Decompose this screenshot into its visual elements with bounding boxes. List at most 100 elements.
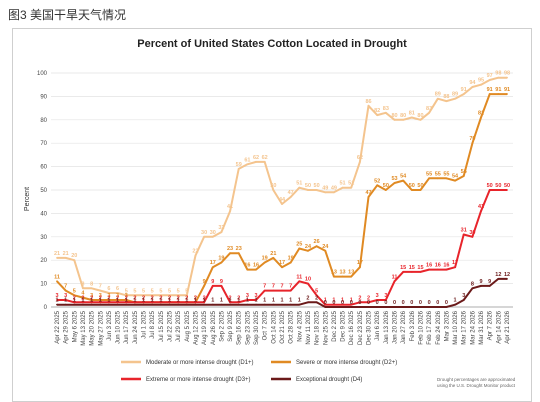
data-point — [428, 177, 431, 180]
figure-caption: 图3 美国干旱天气情况 — [8, 8, 127, 22]
data-label: 1 — [194, 298, 197, 304]
x-tick-label: Sep 23 2025 — [245, 310, 251, 345]
data-label: 17 — [210, 260, 216, 266]
data-label: 86 — [365, 99, 371, 105]
data-point — [246, 268, 249, 271]
data-point — [410, 116, 413, 119]
x-tick-label: Sep 30 2025 — [254, 310, 260, 345]
data-label: 1 — [350, 298, 353, 304]
data-point — [194, 303, 197, 306]
data-point — [341, 303, 344, 306]
data-point — [471, 235, 474, 238]
legend-label: Severe or more intense drought (D2+) — [296, 360, 397, 366]
y-tick-label: 40 — [40, 211, 47, 217]
data-label: 2 — [159, 295, 162, 301]
data-point — [298, 186, 301, 189]
data-point — [376, 299, 379, 301]
data-point — [393, 306, 396, 308]
data-label: 50 — [504, 183, 510, 189]
y-tick-label: 80 — [40, 118, 47, 124]
data-label: 26 — [314, 239, 320, 245]
data-label: 2 — [151, 295, 154, 301]
data-point — [237, 303, 240, 306]
data-point — [471, 86, 474, 88]
data-label: 7 — [289, 284, 292, 290]
data-label: 22 — [192, 249, 198, 255]
data-label: 7 — [263, 284, 266, 290]
data-label: 2 — [133, 295, 136, 301]
data-label: 3 — [376, 293, 379, 299]
data-label: 5 — [168, 288, 171, 294]
data-label: 0 — [376, 300, 379, 306]
data-point — [90, 303, 93, 306]
data-label: 2 — [125, 295, 128, 301]
data-point — [211, 303, 214, 306]
data-point — [203, 235, 206, 238]
source-note-line-1: Drought percentages are approximated — [437, 377, 516, 382]
data-label: 54 — [400, 174, 407, 180]
data-point — [64, 289, 67, 292]
data-label: 44 — [279, 197, 286, 203]
data-point — [307, 249, 309, 252]
data-point — [255, 303, 257, 306]
data-label: 9 — [488, 279, 491, 285]
x-tick-label: Apr 14 2026 — [496, 310, 502, 343]
data-label: 0 — [332, 300, 335, 306]
data-label: 5 — [133, 288, 136, 294]
data-point — [367, 196, 370, 198]
data-point — [315, 294, 318, 297]
data-label: 0 — [341, 300, 344, 306]
x-tick-label: Mar 24 2026 — [470, 310, 476, 344]
data-label: 3 — [64, 293, 67, 299]
data-label: 6 — [107, 286, 110, 292]
data-label: 30 — [210, 230, 216, 236]
y-tick-label: 60 — [40, 165, 47, 171]
data-point — [506, 76, 508, 79]
data-point — [229, 303, 231, 306]
x-tick-label: Mar 31 2026 — [479, 310, 485, 344]
data-label: 2 — [194, 295, 197, 301]
data-point — [445, 100, 448, 102]
data-point — [376, 184, 379, 187]
y-tick-label: 70 — [40, 141, 47, 147]
data-point — [168, 303, 171, 306]
data-label: 3 — [246, 293, 249, 299]
data-point — [82, 301, 84, 304]
data-point — [307, 282, 309, 285]
source-note-line-2: using the U.S. Drought Monitor product — [437, 383, 516, 388]
data-point — [281, 303, 283, 306]
x-tick-label: Aug 5 2025 — [185, 310, 191, 341]
data-point — [211, 235, 214, 238]
data-point — [116, 292, 119, 294]
data-point — [289, 303, 292, 306]
data-point — [194, 301, 197, 304]
x-tick-label: Mar 17 2026 — [462, 310, 468, 344]
data-label: 0 — [324, 300, 327, 306]
series-lines — [56, 76, 508, 308]
data-point — [384, 189, 387, 191]
data-label: 0 — [445, 300, 448, 306]
data-label: 2 — [367, 295, 370, 301]
x-tick-label: Apr 7 2026 — [488, 310, 494, 340]
data-point — [436, 177, 439, 180]
data-label: 1 — [220, 298, 223, 304]
x-tick-label: Jan 27 2026 — [401, 310, 407, 344]
data-label: 2 — [142, 295, 145, 301]
x-tick-label: Nov 25 2025 — [323, 310, 329, 345]
data-label: 1 — [454, 298, 457, 304]
data-point — [82, 287, 84, 290]
data-label: 1 — [90, 298, 93, 304]
data-label: 12 — [504, 272, 510, 278]
data-label: 52 — [374, 178, 380, 184]
data-point — [488, 189, 491, 191]
data-point — [246, 303, 249, 306]
data-label: 3 — [55, 293, 58, 299]
x-tick-label: Feb 3 2026 — [410, 310, 416, 341]
data-point — [151, 294, 154, 297]
data-label: 7 — [64, 284, 67, 290]
data-point — [367, 306, 370, 308]
data-label: 51 — [296, 181, 302, 187]
data-point — [462, 233, 465, 236]
data-point — [506, 278, 508, 280]
data-point — [341, 306, 344, 308]
